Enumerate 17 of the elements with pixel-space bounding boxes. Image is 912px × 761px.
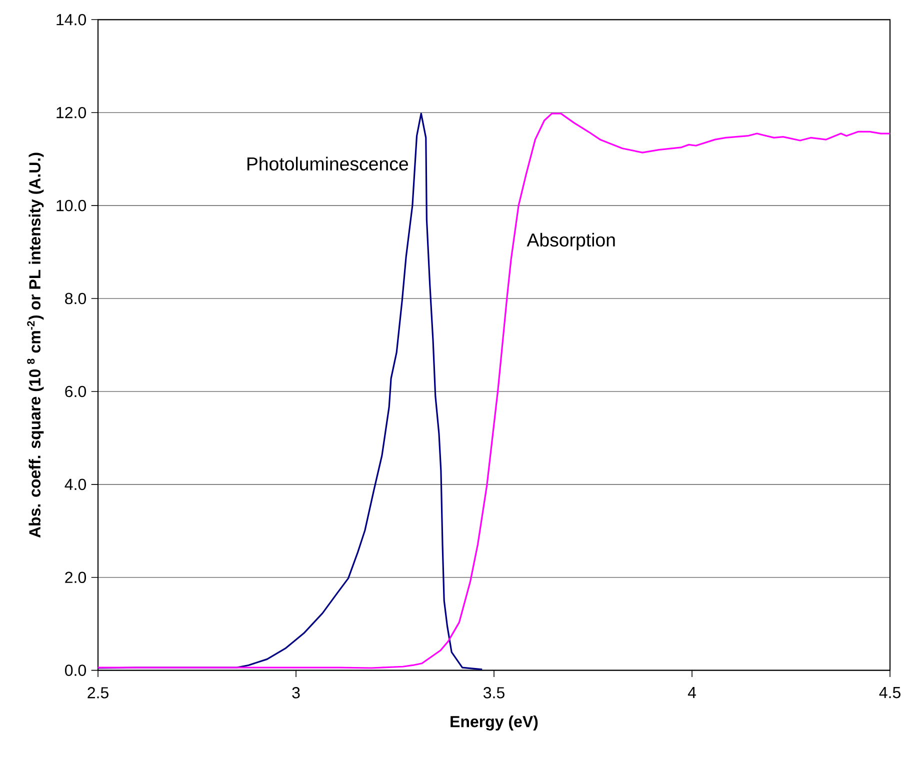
y-tick-label: 2.0 [65,572,86,584]
y-tick-label: 4.0 [64,478,86,490]
x-tick-label: 4.5 [879,687,900,698]
y-tick-label: 8.0 [65,292,86,304]
y-tick-label: 14.0 [56,14,86,26]
y-tick-label: 12.0 [56,106,86,118]
y-tick-label: 0.0 [65,664,86,676]
x-tick-label: 4 [688,687,696,698]
x-tick-label: 3 [292,687,300,698]
series-label: Photoluminescence [247,156,408,171]
x-axis-title: Energy (eV) [450,716,538,731]
x-tick-label: 3.5 [483,687,504,698]
series-label: Absorption [526,232,615,250]
y-tick-label: 10.0 [56,200,86,212]
y-tick-label: 6.0 [65,386,86,398]
x-tick-label: 2.5 [88,687,108,698]
y-axis-title: Abs. coeff. square (10 $^{8}$ cm$^{-2}$) or PL intensity (A.U.) [27,152,44,538]
